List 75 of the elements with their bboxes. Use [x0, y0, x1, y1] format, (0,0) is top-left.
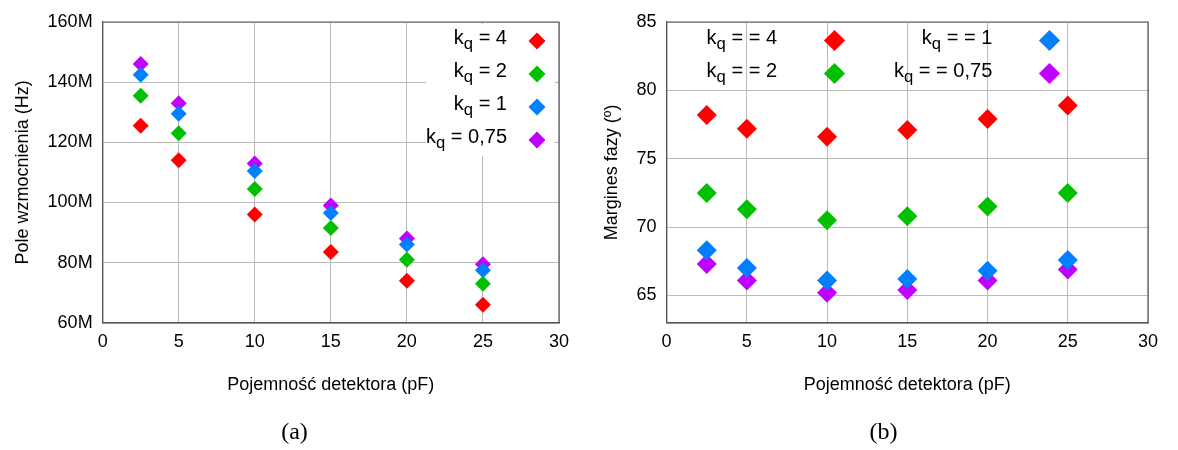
y-tick-label: 160M — [47, 10, 93, 31]
x-tick-label: 0 — [661, 330, 672, 351]
x-tick-label: 20 — [977, 330, 998, 351]
point — [474, 275, 491, 292]
point — [398, 251, 415, 268]
x-tick-label: 10 — [244, 330, 265, 351]
point — [817, 210, 838, 231]
point — [170, 125, 187, 142]
text: (b) — [868, 418, 899, 445]
legend-label: k$_{q}$ = = 1 — [920, 25, 993, 55]
point — [977, 196, 998, 217]
point — [322, 244, 339, 261]
point — [246, 162, 263, 179]
x-tick-label: 30 — [1137, 330, 1159, 351]
x-tick-label: 10 — [817, 330, 838, 351]
legend-label: k$_{q}$ = = 2 — [706, 58, 778, 88]
point — [897, 269, 918, 290]
point — [977, 260, 998, 281]
point — [132, 66, 149, 83]
point — [696, 104, 717, 125]
x-tick-label: 30 — [548, 330, 570, 351]
point — [322, 220, 339, 237]
y-tick-label: 60M — [57, 311, 93, 332]
legend-label: k$_{q}$ = 2 — [452, 58, 507, 88]
x-tick-label: 15 — [320, 330, 341, 351]
point — [132, 117, 149, 134]
legend-label: k$_{q}$ = 0,75 — [426, 124, 507, 154]
x-tick-label: 0 — [97, 330, 108, 351]
y-tick-label: 75 — [636, 147, 657, 168]
legend-label: k$_{q}$ = = 4 — [706, 25, 778, 55]
point — [897, 120, 918, 141]
y-tick-label: 100M — [47, 191, 93, 212]
legend-label: k$_{q}$ = 1 — [452, 91, 507, 121]
point — [977, 109, 998, 130]
x-tick-label: 25 — [472, 330, 493, 351]
point — [474, 296, 491, 313]
x-tick-label: 5 — [741, 330, 752, 351]
point — [170, 152, 187, 169]
y-tick-label: 80 — [636, 79, 657, 100]
point — [736, 199, 757, 220]
x-axis-title: Pojemność detektora (pF) — [803, 374, 1011, 395]
y-tick-label: 70 — [636, 216, 657, 237]
point — [817, 270, 838, 291]
y-tick-label: 120M — [47, 131, 93, 152]
point — [246, 180, 263, 197]
y-tick-label: 85 — [636, 10, 657, 31]
point — [1057, 249, 1078, 270]
y-tick-label: 80M — [57, 251, 93, 272]
x-tick-label: 20 — [396, 330, 417, 351]
point — [1057, 95, 1078, 116]
x-axis-title: Pojemność detektora (pF) — [227, 374, 435, 395]
point — [736, 258, 757, 279]
point — [398, 272, 415, 289]
point — [897, 206, 918, 227]
point — [736, 118, 757, 139]
x-tick-label: 15 — [897, 330, 918, 351]
point — [322, 205, 339, 222]
point — [398, 236, 415, 253]
point — [474, 262, 491, 279]
point — [170, 105, 187, 122]
y-axis-title: Pole wzmocnienia (Hz) — [11, 80, 32, 265]
point — [696, 240, 717, 261]
point — [696, 182, 717, 203]
x-tick-label: 25 — [1057, 330, 1078, 351]
x-tick-label: 5 — [173, 330, 184, 351]
text: (a) — [280, 418, 309, 445]
legend-label: k$_{q}$ = 4 — [452, 25, 507, 55]
y-axis-title: Margines fazy (º) — [600, 104, 621, 241]
point — [1057, 182, 1078, 203]
y-tick-label: 65 — [636, 284, 657, 305]
legend-label: k$_{q}$ = = 0,75 — [894, 58, 993, 88]
point — [132, 87, 149, 104]
y-tick-label: 140M — [47, 71, 93, 92]
point — [246, 206, 263, 223]
point — [817, 126, 838, 147]
